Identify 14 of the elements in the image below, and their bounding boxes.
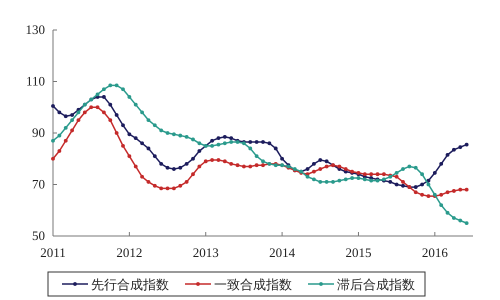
y-tick-label: 70 — [32, 176, 45, 192]
legend-label: 一致合成指数 — [214, 277, 292, 292]
y-tick-label: 110 — [26, 74, 45, 88]
y-tick-label: 130 — [26, 22, 45, 37]
x-tick-label: 2011 — [40, 245, 66, 260]
x-tick-label: 2013 — [192, 245, 219, 260]
x-tick-label: 2012 — [116, 245, 142, 260]
y-tick-label: 90 — [32, 125, 45, 140]
legend-label: 先行合成指数 — [91, 277, 169, 292]
x-tick-label: 2015 — [345, 245, 372, 260]
x-tick-label: 2016 — [422, 245, 448, 260]
y-tick-label: 50 — [32, 228, 45, 243]
x-tick-label: 2014 — [269, 245, 296, 260]
legend-label: 滞后合成指数 — [337, 277, 415, 292]
